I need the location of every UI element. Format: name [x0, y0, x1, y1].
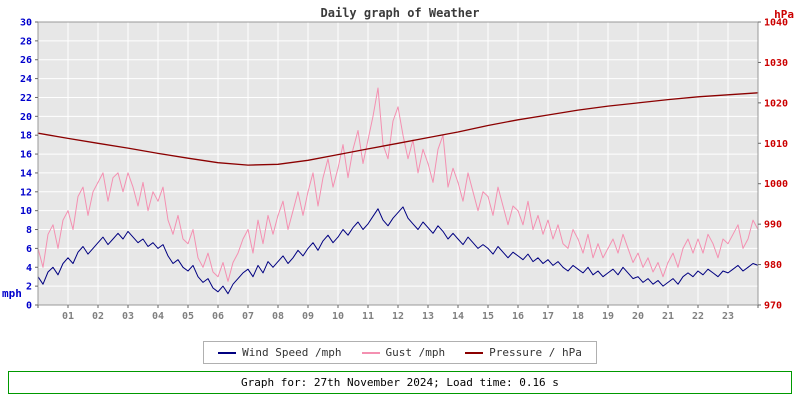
svg-text:16: 16: [20, 150, 32, 161]
legend-item-gust: Gust /mph: [361, 346, 446, 359]
gust-line-swatch: [361, 351, 380, 354]
svg-text:1040: 1040: [764, 18, 788, 29]
wind-speed-line-swatch: [218, 351, 237, 354]
footer-text: Graph for: 27th November 2024; Load time…: [241, 376, 559, 389]
svg-text:03: 03: [122, 311, 134, 322]
svg-text:14: 14: [20, 168, 32, 179]
svg-text:0: 0: [26, 301, 32, 312]
svg-text:10: 10: [20, 206, 32, 217]
svg-text:28: 28: [20, 36, 32, 47]
legend-label-wind-speed: Wind Speed /mph: [242, 346, 342, 359]
svg-text:04: 04: [152, 311, 164, 322]
svg-text:22: 22: [692, 311, 704, 322]
legend-label-pressure: Pressure / hPa: [489, 346, 582, 359]
svg-text:30: 30: [20, 18, 32, 29]
svg-text:19: 19: [602, 311, 614, 322]
right-axis-unit-label: hPa: [774, 8, 794, 21]
svg-text:2: 2: [26, 282, 32, 293]
svg-text:990: 990: [764, 220, 782, 231]
left-axis-unit-label: mph: [2, 287, 22, 300]
svg-text:18: 18: [20, 131, 32, 142]
svg-text:4: 4: [26, 263, 32, 274]
svg-text:22: 22: [20, 93, 32, 104]
legend-box: Wind Speed /mph Gust /mph Pressure / hPa: [203, 341, 597, 364]
svg-text:02: 02: [92, 311, 104, 322]
svg-text:1020: 1020: [764, 98, 788, 109]
page-title: Daily graph of Weather: [320, 6, 480, 20]
svg-text:23: 23: [722, 311, 734, 322]
svg-text:05: 05: [182, 311, 194, 322]
svg-text:07: 07: [242, 311, 254, 322]
svg-text:21: 21: [662, 311, 674, 322]
svg-text:14: 14: [452, 311, 464, 322]
footer-info: Graph for: 27th November 2024; Load time…: [8, 371, 792, 394]
svg-text:12: 12: [392, 311, 404, 322]
svg-text:20: 20: [632, 311, 644, 322]
svg-text:1030: 1030: [764, 58, 788, 69]
svg-text:15: 15: [482, 311, 494, 322]
svg-text:26: 26: [20, 55, 32, 66]
legend-label-gust: Gust /mph: [385, 346, 446, 359]
svg-text:6: 6: [26, 244, 32, 255]
svg-text:01: 01: [62, 311, 74, 322]
legend-item-wind-speed: Wind Speed /mph: [218, 346, 342, 359]
svg-text:24: 24: [20, 74, 32, 85]
svg-text:1010: 1010: [764, 139, 788, 150]
svg-text:13: 13: [422, 311, 434, 322]
svg-text:8: 8: [26, 225, 32, 236]
svg-text:09: 09: [302, 311, 314, 322]
svg-text:10: 10: [332, 311, 344, 322]
svg-text:18: 18: [572, 311, 584, 322]
svg-text:16: 16: [512, 311, 524, 322]
svg-text:06: 06: [212, 311, 224, 322]
svg-text:11: 11: [362, 311, 374, 322]
svg-text:12: 12: [20, 187, 32, 198]
svg-text:1000: 1000: [764, 179, 788, 190]
svg-text:17: 17: [542, 311, 554, 322]
legend: Wind Speed /mph Gust /mph Pressure / hPa: [0, 341, 800, 364]
svg-text:980: 980: [764, 260, 782, 271]
pressure-line-swatch: [465, 351, 484, 354]
svg-text:08: 08: [272, 311, 284, 322]
svg-text:970: 970: [764, 301, 782, 312]
svg-text:20: 20: [20, 112, 32, 123]
legend-item-pressure: Pressure / hPa: [465, 346, 582, 359]
